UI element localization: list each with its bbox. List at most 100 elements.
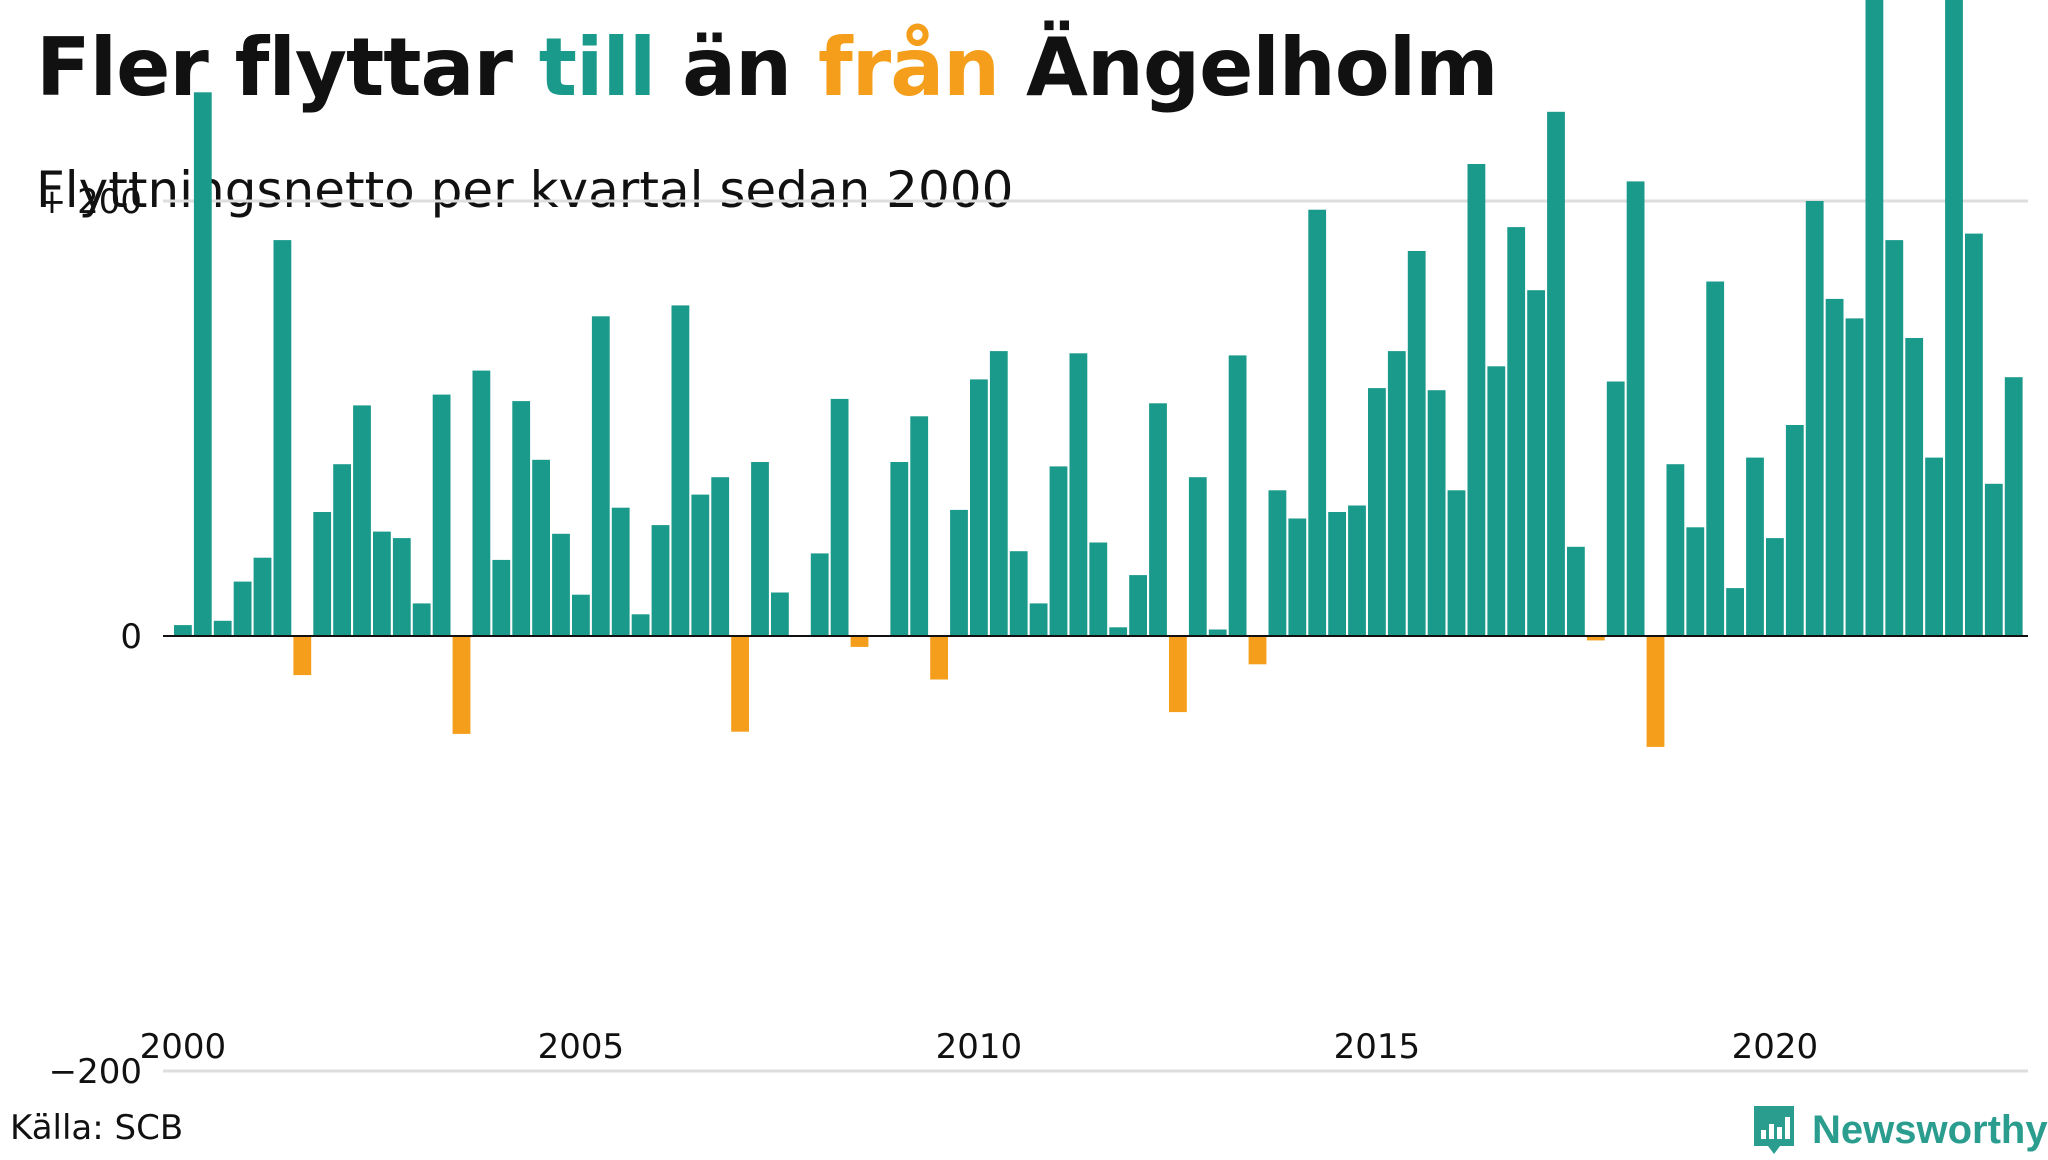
bar bbox=[1268, 490, 1287, 636]
bar bbox=[1706, 281, 1725, 636]
bar bbox=[1049, 466, 1068, 636]
x-tick-label: 2005 bbox=[538, 1027, 625, 1067]
bar bbox=[1328, 512, 1346, 636]
bar bbox=[452, 636, 471, 734]
bar bbox=[1228, 355, 1247, 636]
bar bbox=[373, 531, 391, 636]
y-tick-label: −200 bbox=[49, 1052, 142, 1092]
x-tick-label: 2015 bbox=[1334, 1027, 1421, 1067]
bar bbox=[1368, 388, 1386, 636]
bar bbox=[930, 636, 948, 680]
bar bbox=[1785, 425, 1804, 636]
bar bbox=[233, 581, 252, 636]
bar bbox=[1029, 603, 1048, 636]
bar bbox=[1387, 351, 1406, 636]
bar bbox=[1567, 546, 1585, 636]
bar bbox=[910, 416, 929, 636]
bar bbox=[1646, 636, 1665, 747]
bar bbox=[1507, 227, 1526, 636]
title-part-1: Fler flyttar bbox=[36, 21, 539, 114]
bar bbox=[1825, 298, 1844, 636]
bar bbox=[492, 559, 511, 636]
bar bbox=[731, 636, 749, 732]
bar bbox=[970, 379, 988, 636]
bar bbox=[711, 477, 730, 636]
bar bbox=[1069, 353, 1088, 637]
bar bbox=[1288, 518, 1307, 636]
gridlines bbox=[163, 199, 2028, 1073]
bar bbox=[193, 92, 212, 637]
bar bbox=[810, 553, 829, 636]
bar bbox=[771, 592, 789, 636]
bar bbox=[1487, 366, 1506, 636]
bar bbox=[1686, 527, 1705, 637]
bar bbox=[591, 316, 610, 636]
bar bbox=[1666, 464, 1685, 636]
source-note: Källa: SCB bbox=[10, 1108, 184, 1148]
bar bbox=[751, 462, 769, 636]
bar bbox=[1965, 233, 1983, 636]
bar bbox=[1865, 0, 1884, 636]
bar bbox=[392, 538, 411, 636]
bar bbox=[989, 351, 1008, 636]
bar bbox=[671, 305, 690, 636]
x-tick-label: 2000 bbox=[140, 1027, 227, 1067]
bar bbox=[552, 533, 570, 636]
bar bbox=[1984, 483, 2003, 637]
title-word-till: till bbox=[538, 21, 657, 114]
bar bbox=[273, 240, 292, 636]
brand-logo: Newsworthy bbox=[1750, 1100, 2048, 1160]
title-part-3: än bbox=[655, 21, 818, 114]
bar bbox=[2004, 377, 2023, 636]
bar bbox=[1766, 538, 1784, 636]
bar bbox=[1726, 588, 1744, 636]
bar bbox=[830, 398, 849, 636]
bar bbox=[1089, 542, 1108, 636]
bar bbox=[1586, 636, 1605, 641]
bar bbox=[1746, 457, 1764, 636]
bar bbox=[1885, 240, 1904, 636]
bar bbox=[1467, 164, 1486, 636]
bar bbox=[1805, 201, 1824, 636]
bar bbox=[1009, 551, 1028, 636]
bar bbox=[611, 507, 630, 636]
bar bbox=[1407, 251, 1426, 636]
bar bbox=[1527, 290, 1545, 636]
bar bbox=[1427, 390, 1446, 636]
bar bbox=[890, 462, 909, 636]
bar bbox=[1149, 403, 1167, 636]
bar bbox=[253, 557, 272, 636]
bar bbox=[1169, 636, 1187, 713]
bar bbox=[293, 636, 312, 676]
bar bbox=[1547, 111, 1565, 637]
bar bbox=[1109, 627, 1128, 636]
bar bbox=[1208, 629, 1227, 636]
bar bbox=[472, 370, 491, 636]
bar bbox=[512, 401, 531, 636]
bar bbox=[353, 405, 371, 636]
bar bbox=[1905, 338, 1924, 636]
brand-name: Newsworthy bbox=[1812, 1107, 2048, 1152]
bar bbox=[313, 512, 332, 636]
x-tick-label: 2020 bbox=[1732, 1027, 1819, 1067]
bar bbox=[1606, 381, 1625, 636]
y-tick-label: 0 bbox=[120, 617, 142, 657]
bar bbox=[1188, 477, 1207, 636]
bar bbox=[1945, 0, 1963, 636]
bar bbox=[1129, 575, 1147, 636]
bar bbox=[950, 509, 968, 636]
bar bbox=[213, 620, 232, 636]
bar bbox=[432, 394, 451, 636]
bar bbox=[1348, 505, 1366, 636]
bar bbox=[412, 603, 431, 636]
y-tick-label: + 200 bbox=[38, 182, 142, 222]
bar bbox=[631, 614, 650, 637]
bar bbox=[1447, 490, 1466, 636]
bar bbox=[1626, 181, 1645, 636]
title-part-5: Ängelholm bbox=[999, 21, 1499, 114]
chart-title: Fler flyttar till än från Ängelholm bbox=[36, 21, 1499, 114]
bar bbox=[572, 594, 590, 636]
bar bbox=[333, 464, 351, 636]
